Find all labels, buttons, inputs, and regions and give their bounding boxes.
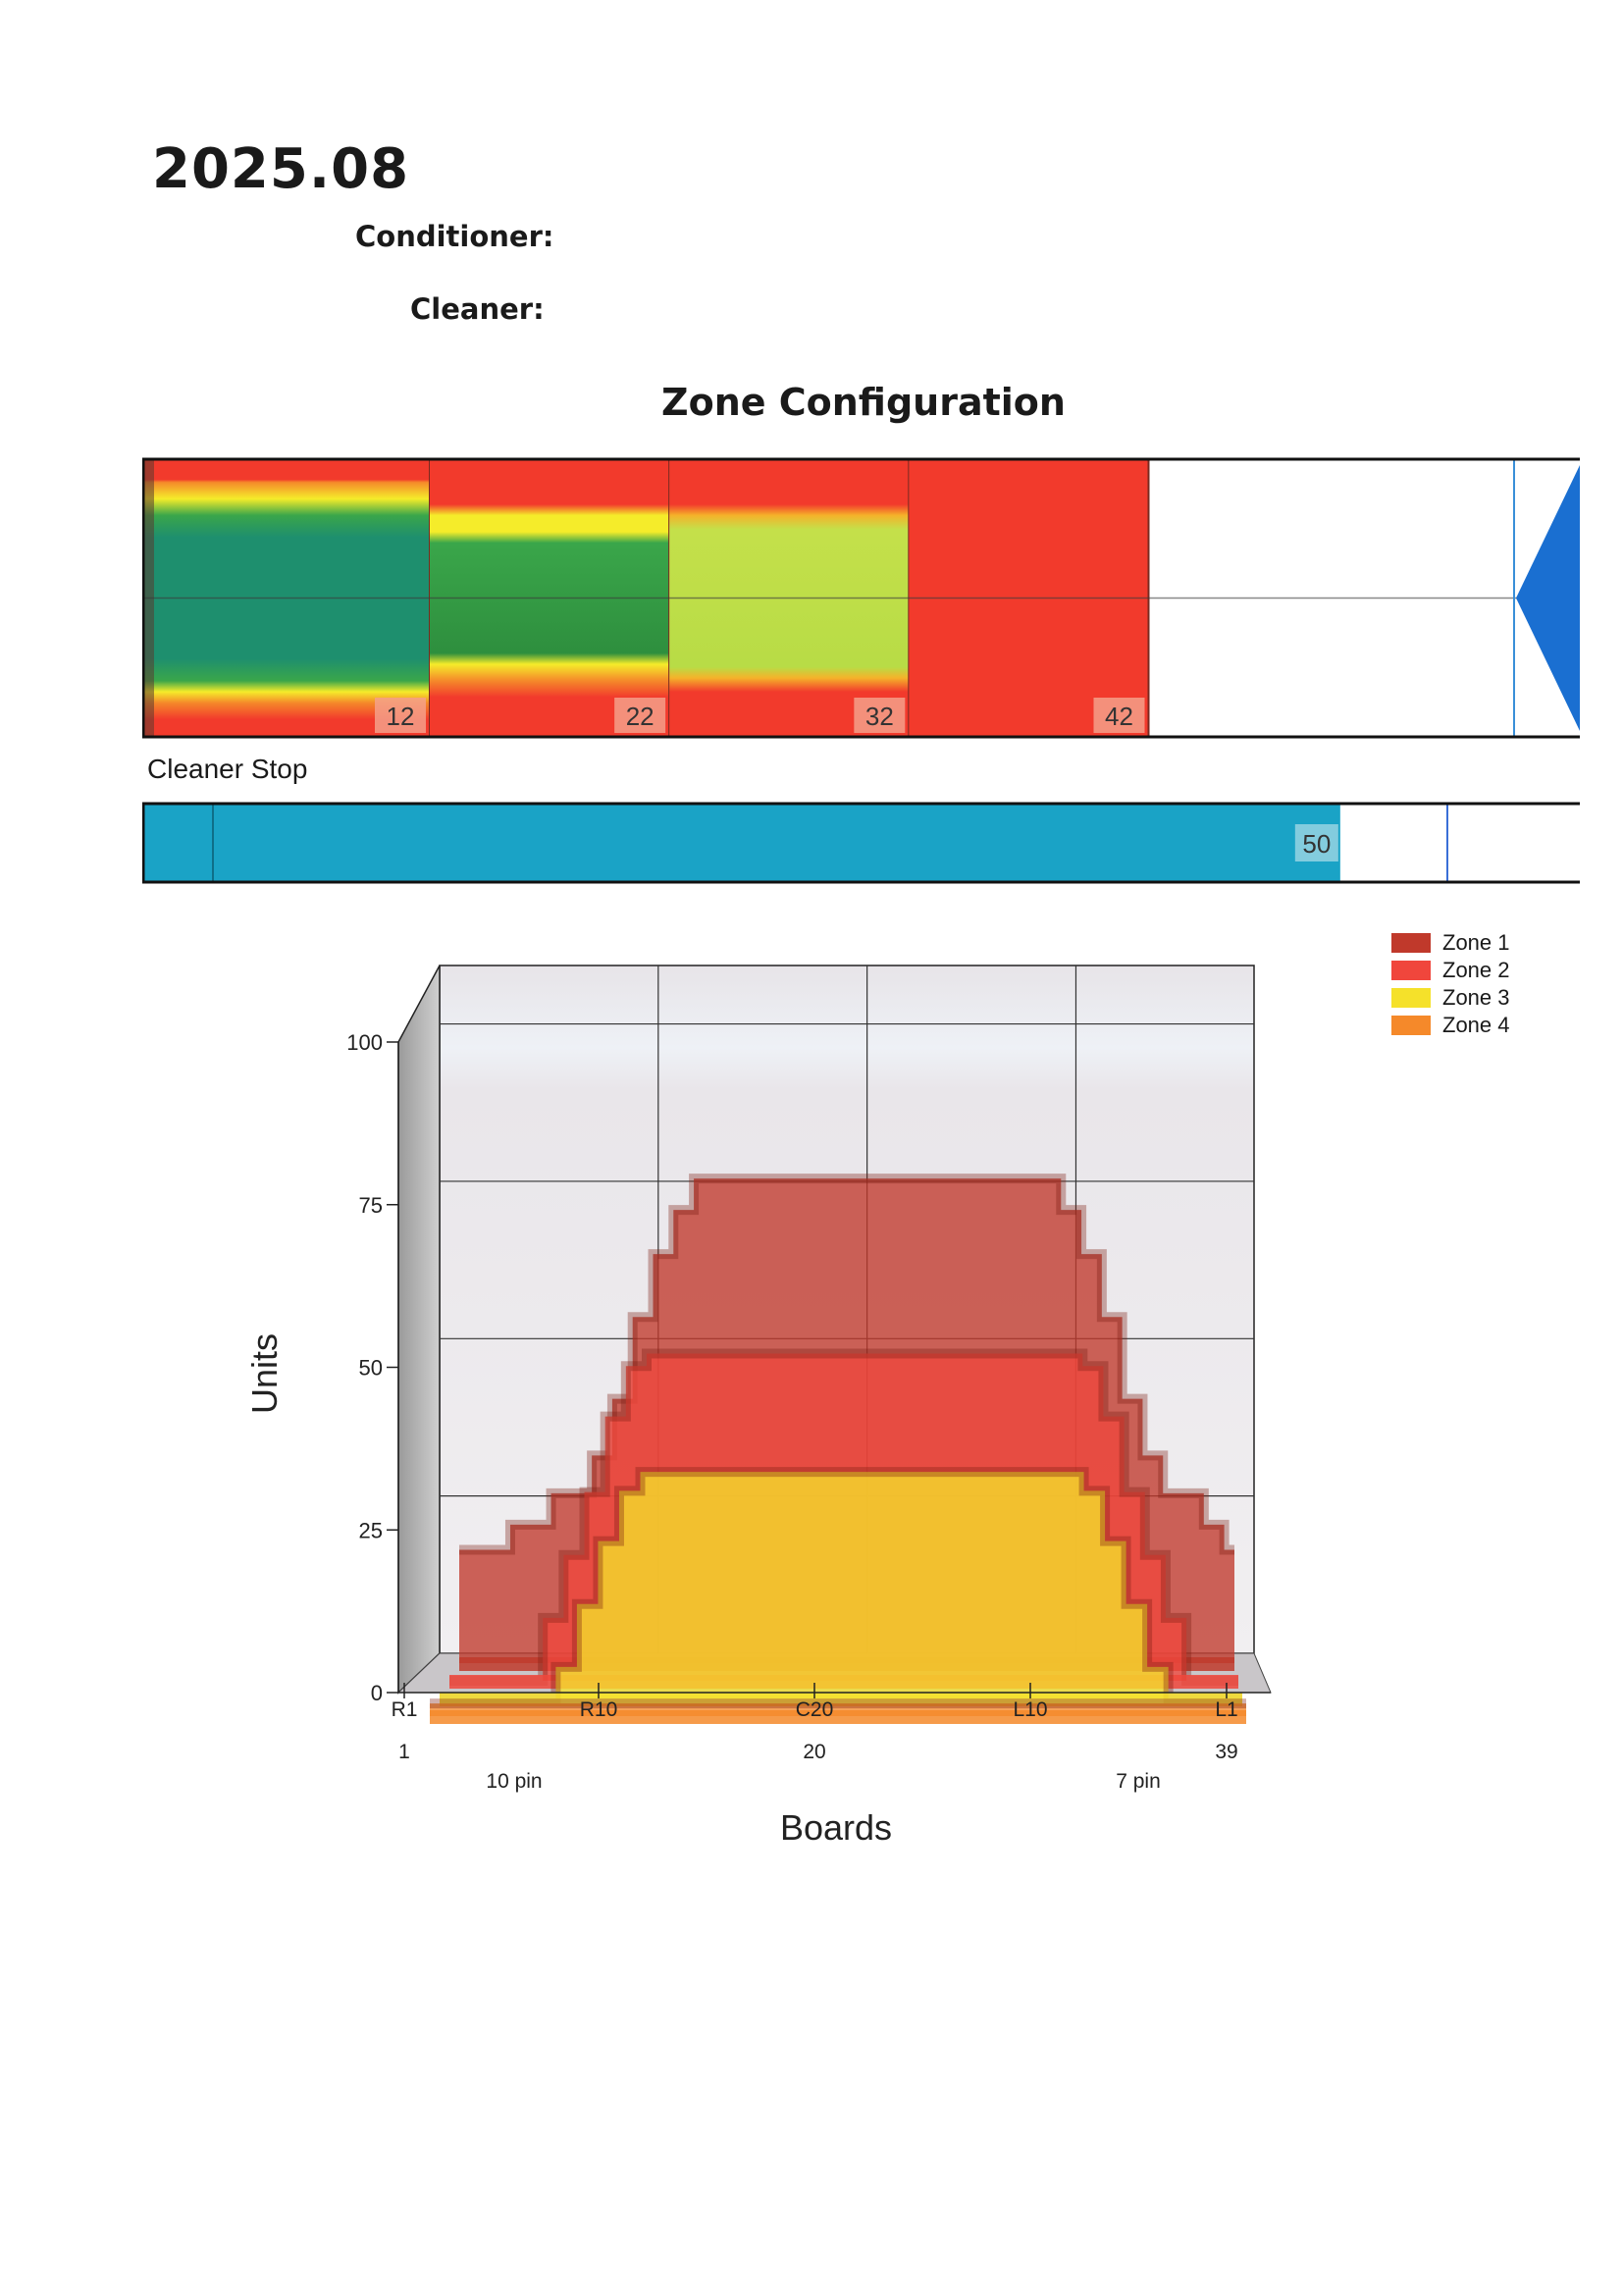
legend-label: Zone 2 (1442, 958, 1510, 982)
legend-item: Zone 1 (1391, 929, 1510, 957)
y-tick-label: 25 (359, 1518, 383, 1542)
y-tick-label: 100 (346, 1030, 383, 1055)
cleaner-stop-value: 50 (1302, 829, 1331, 859)
y-tick-label: 50 (359, 1356, 383, 1381)
y-axis-label: Units (244, 1333, 285, 1414)
chart-side-wall (397, 965, 441, 1695)
x-board-number: 1 (398, 1741, 410, 1763)
series-base-slab-zone-3 (440, 1693, 1242, 1706)
x-board-number: 39 (1215, 1741, 1237, 1763)
legend-label: Zone 4 (1442, 1013, 1510, 1037)
zone-end-label: 32 (865, 702, 894, 731)
zone-end-label-box (854, 698, 906, 733)
x-board-number: 20 (803, 1741, 825, 1763)
pin-deck-triangle (1516, 465, 1580, 731)
legend-label: Zone 3 (1442, 985, 1510, 1010)
cleaner-stop-value-box (1294, 824, 1338, 861)
conditioner-label: Conditioner: (355, 220, 554, 253)
cleaner-stop-label: Cleaner Stop (147, 754, 308, 784)
x-tick-label: R1 (392, 1698, 418, 1721)
document-title: 2025.08 (152, 137, 410, 201)
cleaner-stop-strip: 50 (142, 802, 1580, 884)
legend-swatch (1391, 1016, 1431, 1035)
series-base-slab-zone-4 (430, 1710, 1246, 1724)
x-tick-label: R10 (580, 1698, 618, 1721)
zone-end-label: 22 (626, 702, 654, 731)
legend-swatch (1391, 988, 1431, 1008)
legend-item: Zone 3 (1391, 984, 1510, 1012)
y-tick-label: 0 (371, 1681, 383, 1705)
legend-item: Zone 4 (1391, 1012, 1510, 1039)
legend-swatch (1391, 933, 1431, 953)
zone-end-label: 12 (387, 702, 415, 731)
zone-end-label-box (614, 698, 666, 733)
zone-end-label-box (1093, 698, 1145, 733)
zone-end-label: 42 (1105, 702, 1133, 731)
x-pin-label: 7 pin (1116, 1770, 1161, 1793)
x-axis-label: Boards (780, 1807, 892, 1848)
x-pin-label: 10 pin (486, 1770, 542, 1793)
zone-chart: 0 25 50 75 100 Units R1 R10 C20 L10 L1 1 20 39 10 pin 7… (244, 965, 1272, 1848)
series-top-edge-zone-3 (440, 1467, 1242, 1703)
zone-configuration-strip: 12 22 32 42 (142, 457, 1580, 739)
cleaner-label: Cleaner: (410, 292, 545, 326)
x-tick-label: L10 (1013, 1698, 1047, 1721)
x-tick-label: C20 (796, 1698, 834, 1721)
series-top-edge-zone-1 (459, 1174, 1234, 1555)
legend-label: Zone 1 (1442, 930, 1510, 955)
x-tick-label: L1 (1215, 1698, 1237, 1721)
zone-configuration-title: Zone Configuration (661, 381, 1066, 424)
legend-swatch (1391, 961, 1431, 980)
series-top-edge-zone-2 (449, 1348, 1238, 1686)
legend-item: Zone 2 (1391, 957, 1510, 984)
cleaner-stop-bar (142, 805, 1340, 881)
y-tick-label: 75 (359, 1193, 383, 1218)
chart-legend: Zone 1 Zone 2 Zone 3 Zone 4 (1391, 929, 1510, 1039)
series-area-zone-3 (440, 1472, 1242, 1698)
zone-end-label-box (375, 698, 426, 733)
